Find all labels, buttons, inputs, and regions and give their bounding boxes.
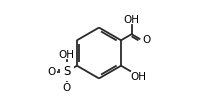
Text: O: O — [142, 35, 150, 45]
Text: O: O — [48, 67, 56, 77]
Text: O: O — [63, 83, 71, 93]
Text: OH: OH — [59, 50, 75, 60]
Text: OH: OH — [131, 72, 147, 82]
Text: OH: OH — [124, 15, 140, 25]
Text: S: S — [63, 65, 70, 78]
